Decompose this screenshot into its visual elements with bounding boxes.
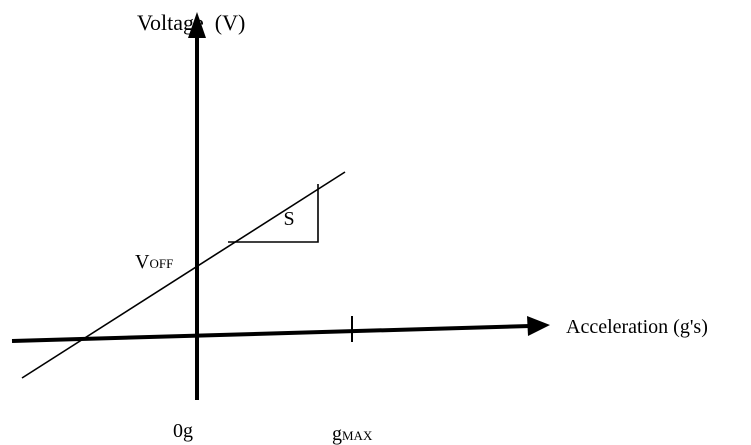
- offset-label: VOFF: [135, 251, 173, 273]
- offset-label-base: V: [135, 251, 150, 273]
- x-axis-arrowhead: [527, 316, 550, 336]
- x-axis-label: Acceleration (g's): [566, 316, 708, 338]
- y-axis-arrowhead: [188, 12, 206, 38]
- gmax-tick-label: gMAX: [332, 423, 373, 445]
- gmax-tick-label-base: g: [332, 423, 342, 445]
- slope-label: S: [283, 208, 294, 230]
- origin-tick-label: 0g: [173, 420, 193, 442]
- y-axis-label: Voltage (V): [137, 10, 245, 35]
- offset-label-sub: OFF: [149, 256, 173, 271]
- x-axis-line: [11, 324, 531, 343]
- gmax-tick-label-sub: MAX: [342, 428, 373, 443]
- slope-triangle: [228, 184, 319, 243]
- transfer-line: [21, 171, 346, 379]
